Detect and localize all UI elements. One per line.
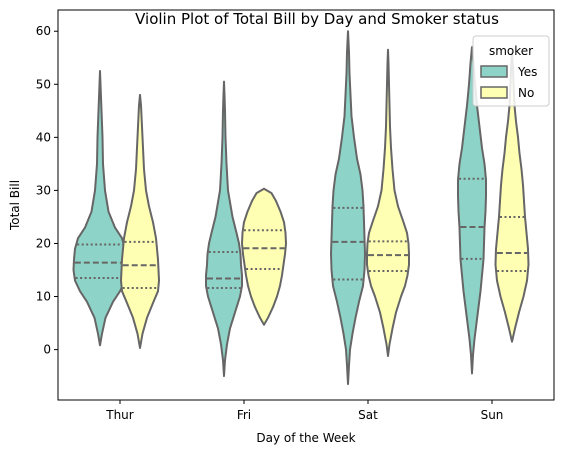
- legend: smoker Yes No: [473, 36, 549, 106]
- y-tick-label: 10: [36, 290, 51, 304]
- y-tick-label: 50: [36, 77, 51, 91]
- legend-label-no: No: [518, 86, 534, 100]
- legend-swatch-no: [481, 87, 507, 98]
- chart-title: Violin Plot of Total Bill by Day and Smo…: [135, 10, 499, 28]
- legend-label-yes: Yes: [517, 65, 537, 79]
- legend-swatch-yes: [481, 66, 507, 77]
- x-tick-label-sat: Sat: [358, 408, 378, 422]
- y-axis-label: Total Bill: [8, 180, 22, 231]
- legend-title: smoker: [489, 44, 533, 58]
- y-tick-label: 40: [36, 130, 51, 144]
- x-axis-label: Day of the Week: [256, 431, 355, 445]
- y-tick-label: 20: [36, 236, 51, 250]
- y-tick-label: 0: [43, 343, 51, 357]
- x-tick-label-thur: Thur: [105, 408, 134, 422]
- x-tick-label-fri: Fri: [237, 408, 251, 422]
- x-tick-label-sun: Sun: [481, 408, 504, 422]
- y-tick-label: 60: [36, 24, 51, 38]
- y-tick-label: 30: [36, 183, 51, 197]
